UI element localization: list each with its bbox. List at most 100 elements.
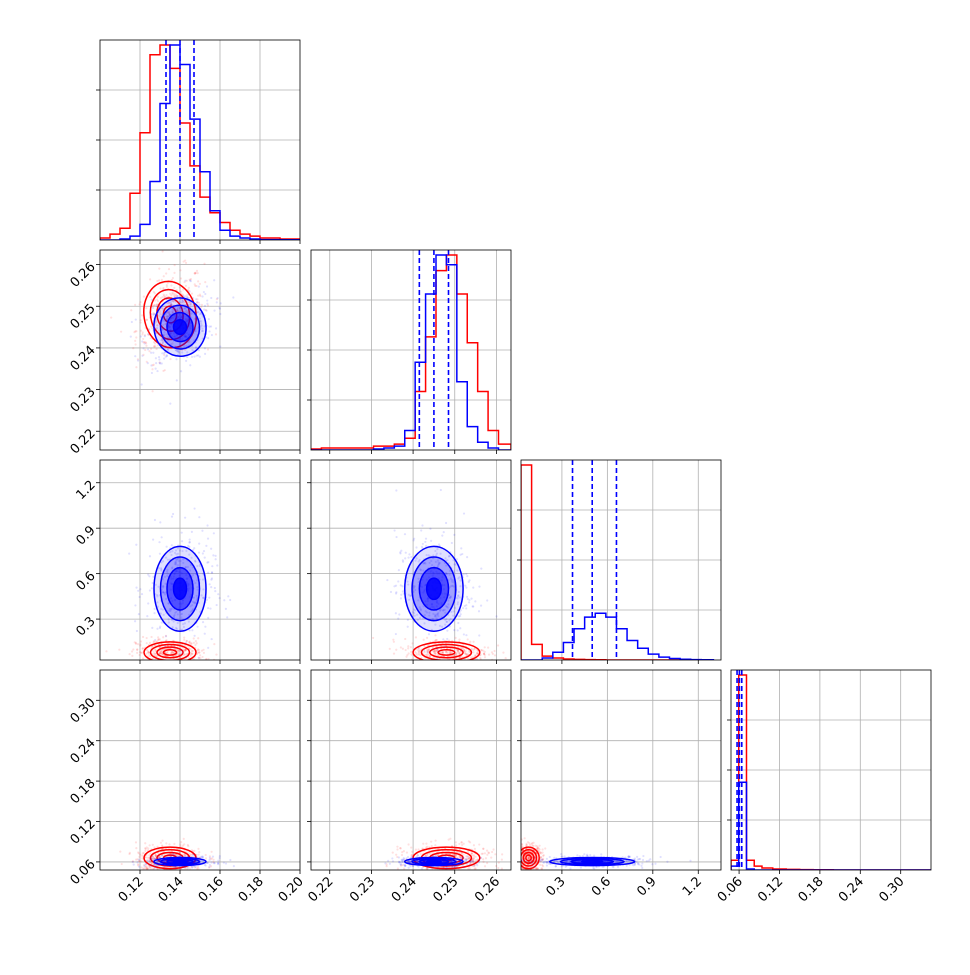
scatter-point <box>205 857 207 859</box>
scatter-point <box>457 629 459 631</box>
scatter-point <box>373 662 375 664</box>
scatter-point <box>472 587 474 589</box>
scatter-point <box>172 277 174 279</box>
scatter-point <box>405 552 407 554</box>
scatter-point <box>469 868 471 870</box>
scatter-point <box>184 653 186 655</box>
scatter-point <box>175 665 177 667</box>
scatter-point <box>460 841 462 843</box>
scatter-point <box>434 844 436 846</box>
scatter-point <box>542 861 544 863</box>
scatter-point <box>138 613 140 615</box>
scatter-point <box>466 556 468 558</box>
scatter-point <box>580 867 582 869</box>
scatter-point <box>480 649 482 651</box>
scatter-point <box>440 489 442 491</box>
scatter-point <box>154 661 156 663</box>
scatter-point <box>474 600 476 602</box>
scatter-point <box>183 637 185 639</box>
scatter-point <box>198 516 200 518</box>
scatter-point <box>527 841 529 843</box>
scatter-point <box>151 372 153 374</box>
scatter-point <box>462 607 464 609</box>
scatter-point <box>197 848 199 850</box>
scatter-point <box>459 664 461 666</box>
scatter-point <box>395 854 397 856</box>
scatter-point <box>185 642 187 644</box>
scatter-point <box>423 649 425 651</box>
scatter-point <box>539 864 541 866</box>
scatter-point <box>149 642 151 644</box>
scatter-point <box>219 346 221 348</box>
scatter-point <box>171 291 173 293</box>
scatter-point <box>517 837 519 839</box>
scatter-point <box>193 355 195 357</box>
scatter-point <box>410 646 412 648</box>
scatter-point <box>445 663 447 665</box>
scatter-point <box>154 666 156 668</box>
scatter-point <box>463 512 465 514</box>
scatter-point <box>141 333 143 335</box>
scatter-point <box>395 489 397 491</box>
scatter-point <box>463 633 465 635</box>
scatter-point <box>634 864 636 866</box>
scatter-point <box>152 307 154 309</box>
scatter-point <box>133 663 135 665</box>
scatter-point <box>206 285 208 287</box>
scatter-point <box>178 867 180 869</box>
scatter-point <box>549 856 551 858</box>
scatter-point <box>617 866 619 868</box>
scatter-point <box>540 858 542 860</box>
scatter-point <box>184 517 186 519</box>
scatter-point <box>175 358 177 360</box>
scatter-point <box>409 666 411 668</box>
scatter-point <box>424 664 426 666</box>
scatter-point <box>544 847 546 849</box>
scatter-point <box>198 853 200 855</box>
scatter-point <box>147 602 149 604</box>
scatter-point <box>141 652 143 654</box>
scatter-point <box>472 861 474 863</box>
scatter-point <box>421 868 423 870</box>
scatter-point <box>519 859 521 861</box>
scatter-point <box>148 860 150 862</box>
scatter-point <box>159 667 161 669</box>
scatter-point <box>150 348 152 350</box>
scatter-point <box>465 573 467 575</box>
scatter-point <box>208 330 210 332</box>
scatter-point <box>507 666 509 668</box>
scatter-point <box>118 649 120 651</box>
scatter-point <box>206 299 208 301</box>
scatter-point <box>421 663 423 665</box>
scatter-point <box>443 664 445 666</box>
scatter-point <box>538 845 540 847</box>
scatter-point <box>442 638 444 640</box>
scatter-point <box>152 855 154 857</box>
scatter-point <box>437 868 439 870</box>
scatter-point <box>462 856 464 858</box>
scatter-point <box>212 554 214 556</box>
scatter-point <box>407 645 409 647</box>
scatter-point <box>466 596 468 598</box>
scatter-point <box>158 268 160 270</box>
panel-grid <box>521 670 721 870</box>
scatter-point <box>215 327 217 329</box>
scatter-point <box>402 590 404 592</box>
scatter-point <box>420 853 422 855</box>
scatter-point <box>169 358 171 360</box>
scatter-point <box>165 272 167 274</box>
scatter-point <box>194 635 196 637</box>
scatter-point <box>150 352 152 354</box>
scatter-point <box>135 859 137 861</box>
scatter-point <box>437 650 439 652</box>
scatter-point <box>184 649 186 651</box>
scatter-point <box>525 860 527 862</box>
scatter-point <box>472 641 474 643</box>
scatter-point <box>225 862 227 864</box>
scatter-point <box>210 325 212 327</box>
scatter-point <box>177 292 179 294</box>
scatter-point <box>206 303 208 305</box>
scatter-point <box>513 865 515 867</box>
scatter-point <box>423 639 425 641</box>
scatter-point <box>392 852 394 854</box>
